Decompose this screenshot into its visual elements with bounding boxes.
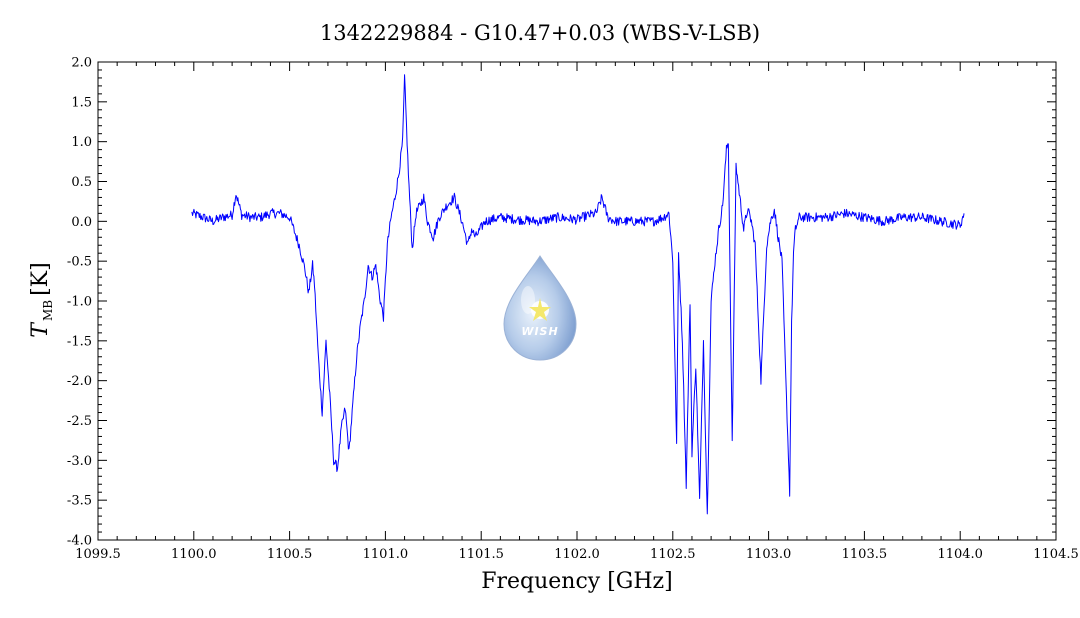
spectrum-line — [191, 74, 965, 515]
x-tick-label: 1101.0 — [363, 547, 409, 562]
x-tick-label: 1102.5 — [650, 547, 696, 562]
y-tick-label: -2.0 — [67, 374, 92, 389]
x-tick-label: 1100.0 — [171, 547, 217, 562]
y-axis-ticks: 2.0 1.5 1.0 0.5 0.0 -0.5 -1.0 -1.5 -2.0 -2.5 -3.0 -… — [67, 56, 1056, 549]
logo-text: WISH — [521, 325, 558, 338]
y-tick-label: -1.5 — [67, 334, 92, 349]
y-tick-label: -3.5 — [67, 494, 92, 509]
x-tick-label: 1101.5 — [458, 547, 504, 562]
y-axis-title: TMB [K] — [28, 262, 55, 337]
wish-logo-icon: WISH — [503, 255, 577, 361]
y-axis-title-unit: [K] — [28, 262, 53, 296]
chart-title: 1342229884 - G10.47+0.03 (WBS-V-LSB) — [320, 21, 760, 45]
y-tick-label: 2.0 — [71, 56, 92, 71]
x-tick-label: 1099.5 — [75, 547, 121, 562]
y-tick-label: 0.5 — [71, 175, 92, 190]
y-tick-label: -2.5 — [67, 414, 92, 429]
x-tick-label: 1104.5 — [1033, 547, 1079, 562]
x-tick-label: 1102.0 — [554, 547, 600, 562]
x-tick-label: 1104.0 — [937, 547, 983, 562]
plot-frame — [97, 61, 1057, 541]
y-axis-title-sub: MB — [41, 300, 55, 321]
y-axis-title-main: T — [28, 321, 53, 338]
y-tick-label: -0.5 — [67, 255, 92, 270]
series-layer — [191, 74, 965, 515]
y-tick-label: -4.0 — [67, 534, 92, 549]
y-tick-label: -1.0 — [67, 295, 92, 310]
x-axis-title: Frequency [GHz] — [481, 569, 673, 594]
y-tick-label: -3.0 — [67, 454, 92, 469]
y-tick-label: 1.5 — [71, 95, 92, 110]
y-tick-label: 0.0 — [71, 215, 92, 230]
x-axis-ticks: 1099.5 1100.0 1100.5 1101.0 1101.5 1102.0 1102… — [75, 62, 1079, 562]
x-tick-label: 1100.5 — [267, 547, 313, 562]
x-tick-label: 1103.5 — [842, 547, 888, 562]
x-tick-label: 1103.0 — [746, 547, 792, 562]
y-tick-label: 1.0 — [71, 135, 92, 150]
